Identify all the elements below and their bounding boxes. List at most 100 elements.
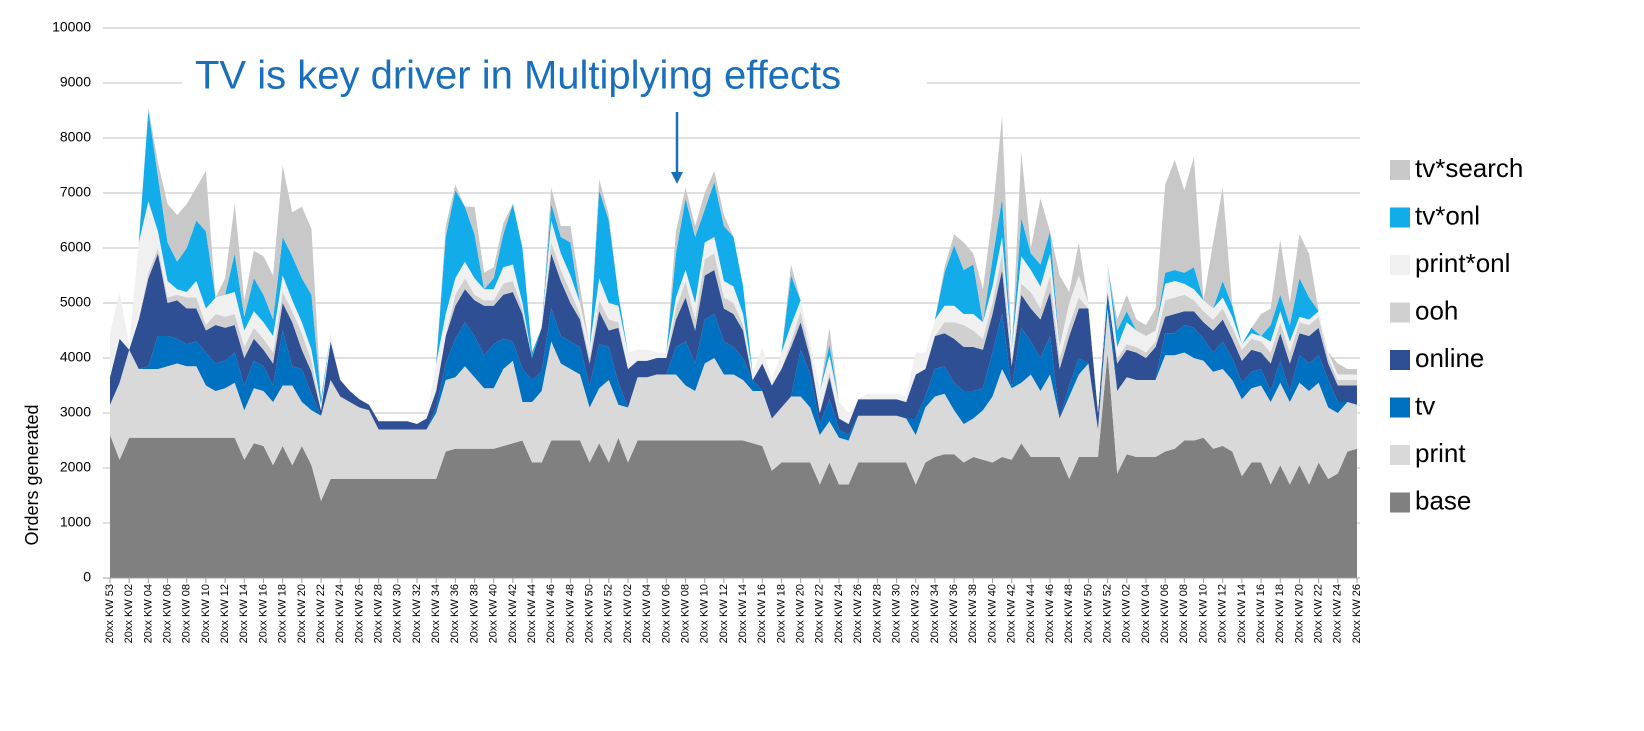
x-tick-label: 20xx KW 48 (564, 584, 576, 643)
x-tick-label: 20xx KW 10 (200, 584, 212, 643)
x-tick-label: 20xx KW 28 (871, 584, 883, 643)
x-tick-label: 20xx KW 12 (1217, 584, 1229, 643)
legend-label: print*onl (1415, 248, 1510, 278)
x-tick-label: 20xx KW 36 (948, 584, 960, 643)
x-tick-label: 20xx KW 44 (1025, 584, 1037, 643)
legend-swatch (1390, 350, 1410, 370)
annotation: TV is key driver in Multiplying effects (195, 54, 841, 98)
legend-swatch (1390, 160, 1410, 180)
x-tick-label: 20xx KW 30 (392, 584, 404, 643)
y-tick-label: 3000 (60, 404, 91, 420)
x-tick-label: 20xx KW 28 (372, 584, 384, 643)
x-tick-label: 20xx KW 08 (679, 584, 691, 643)
x-tick-label: 20xx KW 04 (142, 584, 154, 643)
x-tick-label: 20xx KW 40 (986, 584, 998, 643)
legend-label: tv*onl (1415, 200, 1480, 230)
y-tick-label: 0 (83, 569, 91, 585)
legend-swatch (1390, 397, 1410, 418)
y-axis-title: Orders generated (22, 404, 42, 545)
x-tick-label: 20xx KW 52 (1102, 584, 1114, 643)
x-tick-label: 20xx KW 10 (1197, 584, 1209, 643)
y-tick-label: 7000 (60, 184, 91, 200)
legend-swatch (1390, 445, 1410, 465)
x-tick-label: 20xx KW 32 (910, 584, 922, 643)
x-tick-label: 20xx KW 06 (161, 584, 173, 643)
legend-label: online (1415, 343, 1484, 373)
x-tick-label: 20xx KW 46 (1044, 584, 1056, 643)
x-tick-label: 20xx KW 16 (756, 584, 768, 643)
x-tick-label: 20xx KW 44 (526, 584, 538, 643)
x-tick-label: 20xx KW 22 (315, 584, 327, 643)
axes: 0 1000 2000 3000 4000 5000 6000 7000 8000 9000 100… (52, 19, 1363, 644)
x-tick-label: 20xx KW 26 (1351, 584, 1363, 643)
x-tick-label: 20xx KW 50 (1082, 584, 1094, 643)
x-tick-label: 20xx KW 08 (181, 584, 193, 643)
x-tick-label: 20xx KW 42 (507, 584, 519, 643)
x-tick-label: 20xx KW 38 (468, 584, 480, 643)
x-tick-label: 20xx KW 20 (795, 584, 807, 643)
legend-label: print (1415, 438, 1466, 468)
arrow-head (671, 172, 683, 184)
area-3 (110, 253, 1357, 435)
x-tick-label: 20xx KW 04 (641, 584, 653, 643)
y-tick-label: 9000 (60, 74, 91, 90)
x-tick-label: 20xx KW 22 (1313, 584, 1325, 643)
legend-label: base (1415, 485, 1471, 515)
x-tick-label: 20xx KW 04 (1140, 584, 1152, 643)
x-tick-label: 20xx KW 26 (353, 584, 365, 643)
area-6 (110, 110, 1357, 424)
y-tick-label: 1000 (60, 514, 91, 530)
x-tick-label: 20xx KW 40 (488, 584, 500, 643)
legend-label: tv*search (1415, 153, 1523, 183)
x-tick-label: 20xx KW 38 (967, 584, 979, 643)
x-tick-label: 20xx KW 16 (1255, 584, 1267, 643)
legend-swatch (1390, 255, 1410, 275)
x-tick-label: 20xx KW 50 (584, 584, 596, 643)
y-tick-label: 8000 (60, 129, 91, 145)
x-tick-label: 20xx KW 24 (833, 584, 845, 643)
x-tick-label: 20xx KW 48 (1063, 584, 1075, 643)
y-tick-label: 2000 (60, 459, 91, 475)
area-1 (110, 308, 1357, 501)
x-tick-label: 20xx KW 02 (622, 584, 634, 643)
area-0 (110, 352, 1357, 578)
x-tick-label: 20xx KW 18 (775, 584, 787, 643)
x-tick-label: 20xx KW 14 (737, 584, 749, 643)
legend-swatch (1390, 492, 1410, 513)
x-tick-label: 20xx KW 52 (603, 584, 615, 643)
x-tick-label: 20xx KW 42 (1006, 584, 1018, 643)
annotation-bg (182, 55, 927, 103)
x-tick-label: 20xx KW 18 (277, 584, 289, 643)
x-tick-label: 20xx KW 53 (104, 584, 116, 643)
x-tick-label: 20xx KW 02 (1121, 584, 1133, 643)
y-tick-label: 10000 (52, 19, 91, 35)
x-tick-label: 20xx KW 08 (1178, 584, 1190, 643)
x-tick-label: 20xx KW 02 (123, 584, 135, 643)
x-tick-label: 20xx KW 46 (545, 584, 557, 643)
x-tick-label: 20xx KW 34 (430, 584, 442, 643)
x-tick-label: 20xx KW 12 (718, 584, 730, 643)
x-tick-label: 20xx KW 10 (699, 584, 711, 643)
x-tick-label: 20xx KW 34 (929, 584, 941, 643)
legend-label: ooh (1415, 295, 1458, 325)
x-tick-label: 20xx KW 26 (852, 584, 864, 643)
x-tick-label: 20xx KW 20 (1293, 584, 1305, 643)
x-tick-label: 20xx KW 14 (1236, 584, 1248, 643)
x-tick-label: 20xx KW 18 (1274, 584, 1286, 643)
y-tick-label: 6000 (60, 239, 91, 255)
x-tick-label: 20xx KW 24 (334, 584, 346, 643)
x-tick-label: 20xx KW 36 (449, 584, 461, 643)
y-tick-label: 4000 (60, 349, 91, 365)
x-tick-label: 20xx KW 32 (411, 584, 423, 643)
legend-swatch (1390, 207, 1410, 228)
x-tick-label: 20xx KW 24 (1332, 584, 1344, 643)
x-tick-label: 20xx KW 16 (257, 584, 269, 643)
x-tick-label: 20xx KW 22 (814, 584, 826, 643)
legend-swatch (1390, 302, 1410, 323)
x-tick-label: 20xx KW 06 (660, 584, 672, 643)
legend-label: tv (1415, 390, 1435, 420)
x-tick-label: 20xx KW 06 (1159, 584, 1171, 643)
area-2 (110, 292, 1357, 441)
x-tick-label: 20xx KW 12 (219, 584, 231, 643)
